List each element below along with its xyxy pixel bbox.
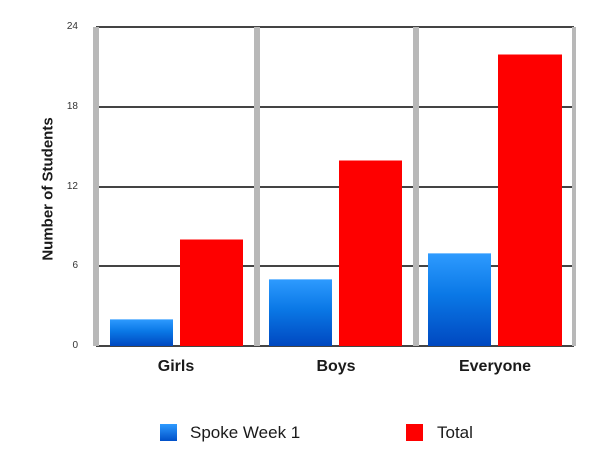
bar-girls-spoke-week-1 (110, 319, 173, 346)
gridline-6 (96, 265, 574, 267)
bar-everyone-total (498, 54, 562, 346)
gridline-24 (96, 26, 574, 28)
left-axis-bar (93, 27, 99, 346)
y-tick-0: 0 (72, 340, 78, 351)
legend-label-spoke-week-1: Spoke Week 1 (190, 423, 301, 442)
category-label-everyone: Everyone (458, 358, 532, 375)
category-label-boys: Boys (316, 358, 356, 375)
bar-everyone-spoke-week-1 (428, 253, 491, 346)
category-label-girls: Girls (157, 358, 195, 375)
legend-label-total: Total (437, 423, 473, 442)
gridline-18 (96, 106, 574, 108)
bar-boys-total (339, 160, 402, 346)
y-tick-18: 18 (66, 101, 78, 112)
y-tick-24: 24 (66, 21, 78, 32)
gridline-12 (96, 186, 574, 188)
legend-swatch-spoke-week-1 (160, 424, 177, 441)
bar-boys-spoke-week-1 (269, 279, 332, 346)
bar-girls-total (180, 239, 243, 346)
group-separator-2 (413, 27, 419, 346)
legend-swatch-total (406, 424, 423, 441)
baseline (96, 345, 574, 347)
right-axis-bar (572, 27, 576, 346)
y-tick-6: 6 (72, 260, 78, 271)
y-tick-12: 12 (66, 181, 78, 192)
group-separator-1 (254, 27, 260, 346)
